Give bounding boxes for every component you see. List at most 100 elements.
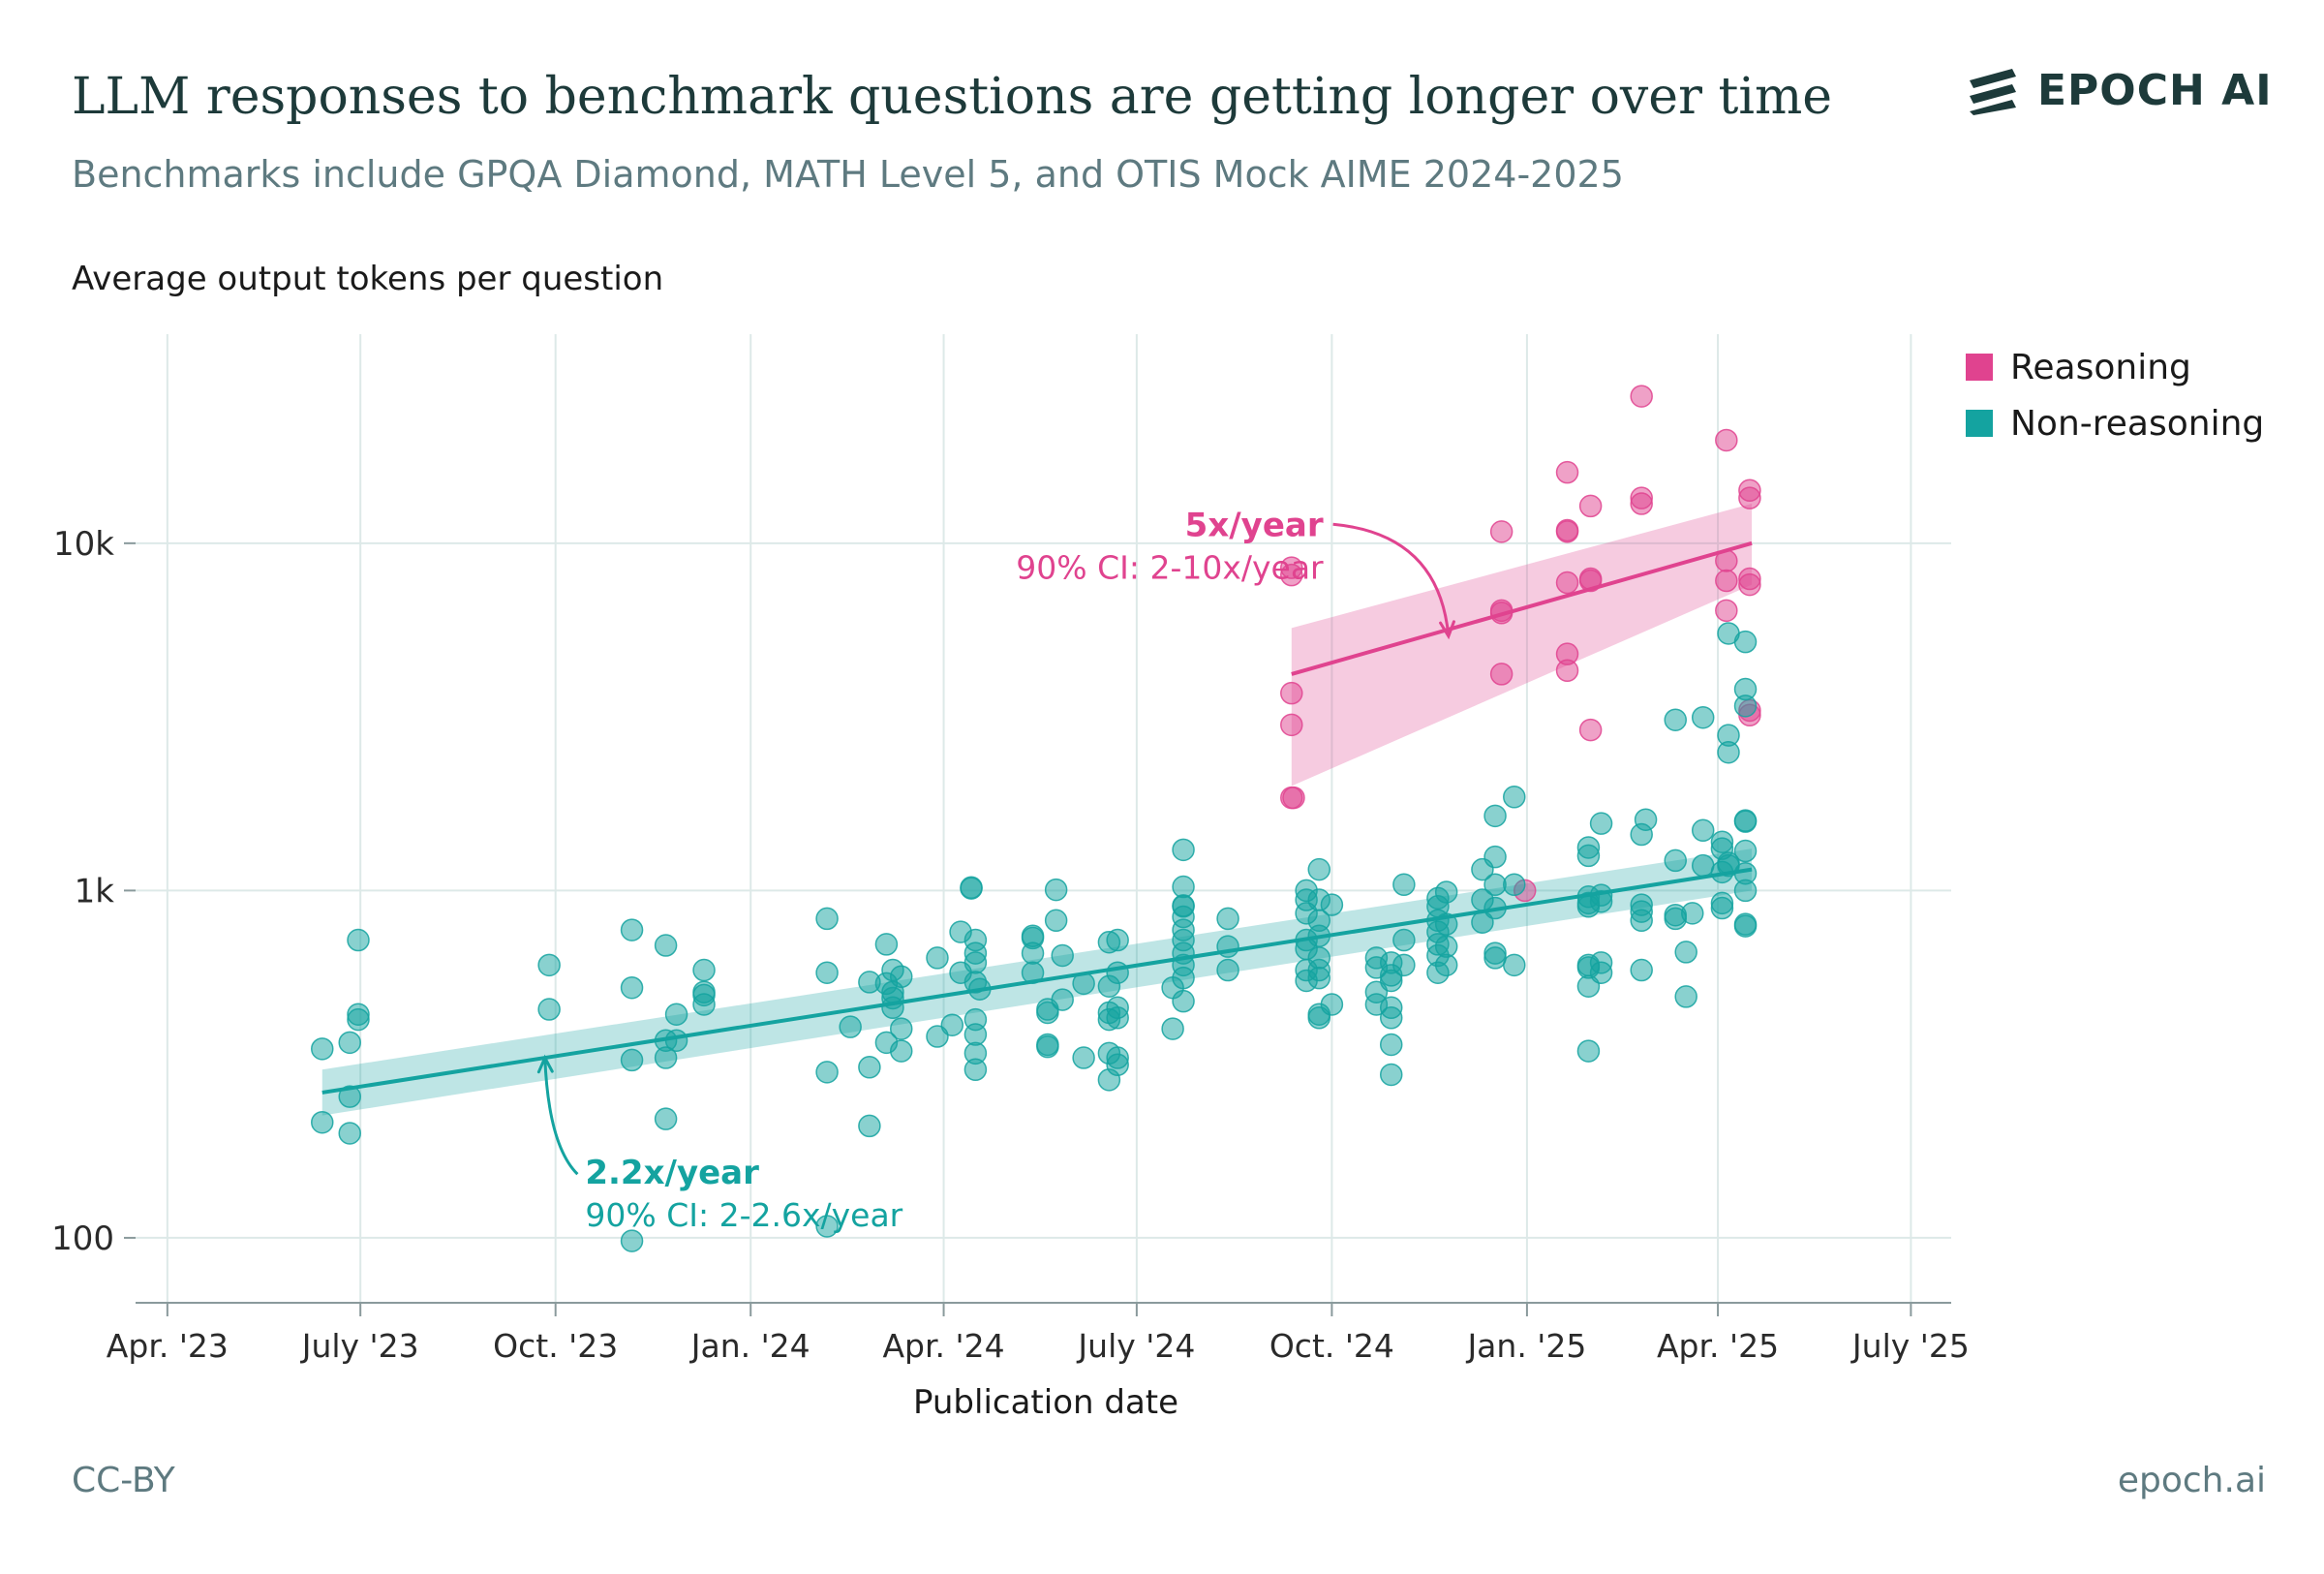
legend: Reasoning Non-reasoning bbox=[1966, 339, 2264, 451]
point-non-reasoning-27 bbox=[815, 1215, 839, 1238]
point-non-reasoning-152 bbox=[1503, 786, 1526, 809]
point-reasoning-2 bbox=[1280, 681, 1303, 705]
point-non-reasoning-202 bbox=[1733, 879, 1758, 903]
point-non-reasoning-71 bbox=[1072, 1046, 1095, 1069]
point-non-reasoning-131 bbox=[1392, 953, 1416, 977]
point-non-reasoning-39 bbox=[889, 965, 913, 989]
point-non-reasoning-60 bbox=[1021, 941, 1045, 965]
point-non-reasoning-96 bbox=[1172, 989, 1195, 1013]
point-non-reasoning-195 bbox=[1733, 630, 1758, 654]
point-reasoning-13 bbox=[1555, 571, 1579, 595]
legend-swatch-non-reasoning bbox=[1966, 410, 1993, 437]
point-non-reasoning-28 bbox=[839, 1015, 862, 1038]
point-non-reasoning-95 bbox=[1172, 966, 1195, 990]
x-tick-label-4: Apr. '24 bbox=[882, 1327, 1004, 1365]
point-non-reasoning-148 bbox=[1483, 873, 1507, 897]
point-non-reasoning-113 bbox=[1307, 966, 1331, 990]
point-non-reasoning-85 bbox=[1161, 1017, 1184, 1040]
point-non-reasoning-67 bbox=[1044, 909, 1068, 933]
site-link[interactable]: epoch.ai bbox=[2117, 1461, 2266, 1500]
point-non-reasoning-184 bbox=[1691, 853, 1715, 878]
point-non-reasoning-168 bbox=[1589, 961, 1613, 984]
x-tick-label-6: Oct. '24 bbox=[1269, 1327, 1394, 1365]
point-non-reasoning-23 bbox=[692, 993, 716, 1016]
point-non-reasoning-63 bbox=[1036, 1001, 1059, 1025]
ci-band-0 bbox=[1291, 504, 1753, 787]
point-non-reasoning-166 bbox=[1589, 889, 1613, 913]
trend-line-0 bbox=[1291, 540, 1753, 676]
epoch-logo-icon bbox=[1970, 68, 2016, 115]
point-reasoning-3 bbox=[1280, 713, 1303, 737]
point-non-reasoning-174 bbox=[1634, 808, 1658, 831]
point-non-reasoning-127 bbox=[1379, 1033, 1403, 1057]
x-tick-label-9: July '25 bbox=[1850, 1327, 1970, 1365]
annotation-ci-1: 90% CI: 2-2.6x/year bbox=[585, 1196, 902, 1234]
point-non-reasoning-38 bbox=[881, 996, 904, 1020]
point-non-reasoning-139 bbox=[1434, 880, 1458, 904]
point-non-reasoning-0 bbox=[311, 1037, 334, 1061]
legend-item-non-reasoning[interactable]: Non-reasoning bbox=[1966, 395, 2264, 451]
point-non-reasoning-1 bbox=[311, 1110, 334, 1134]
point-non-reasoning-130 bbox=[1392, 928, 1416, 952]
legend-swatch-reasoning bbox=[1966, 354, 1993, 381]
annotation-arrowhead-1 bbox=[536, 1054, 554, 1074]
point-reasoning-5 bbox=[1282, 786, 1305, 810]
point-non-reasoning-107 bbox=[1307, 857, 1331, 881]
point-non-reasoning-14 bbox=[654, 934, 678, 957]
legend-item-reasoning[interactable]: Reasoning bbox=[1966, 339, 2264, 395]
point-non-reasoning-97 bbox=[1216, 907, 1239, 931]
point-non-reasoning-176 bbox=[1664, 708, 1687, 731]
point-non-reasoning-7 bbox=[347, 1007, 370, 1032]
point-reasoning-12 bbox=[1555, 518, 1579, 542]
point-reasoning-18 bbox=[1578, 718, 1603, 742]
x-tick-label-7: Jan. '25 bbox=[1465, 1327, 1586, 1365]
point-non-reasoning-153 bbox=[1503, 873, 1526, 897]
annotation-arrowhead-0 bbox=[1439, 620, 1455, 640]
y-tick-label-2: 10k bbox=[53, 525, 114, 564]
point-non-reasoning-147 bbox=[1483, 845, 1507, 869]
point-non-reasoning-20 bbox=[692, 958, 716, 982]
x-tick-label-5: July '24 bbox=[1076, 1327, 1195, 1365]
point-non-reasoning-179 bbox=[1674, 941, 1697, 964]
point-non-reasoning-154 bbox=[1503, 953, 1526, 977]
x-tick-label-0: Apr. '23 bbox=[107, 1327, 229, 1365]
point-non-reasoning-126 bbox=[1379, 1006, 1403, 1030]
point-non-reasoning-25 bbox=[815, 961, 839, 984]
y-tick-label-1: 1k bbox=[75, 872, 115, 910]
point-non-reasoning-44 bbox=[940, 1013, 964, 1036]
point-non-reasoning-181 bbox=[1681, 902, 1704, 925]
point-reasoning-25 bbox=[1715, 569, 1738, 593]
point-non-reasoning-9 bbox=[537, 998, 561, 1021]
point-non-reasoning-83 bbox=[1106, 1053, 1129, 1077]
point-non-reasoning-11 bbox=[620, 975, 644, 1000]
point-reasoning-28 bbox=[1738, 486, 1761, 509]
point-non-reasoning-129 bbox=[1392, 873, 1416, 897]
point-non-reasoning-180 bbox=[1674, 985, 1697, 1008]
point-non-reasoning-48 bbox=[960, 877, 983, 900]
point-non-reasoning-10 bbox=[620, 918, 644, 941]
point-non-reasoning-175 bbox=[1664, 849, 1687, 873]
point-non-reasoning-200 bbox=[1733, 839, 1758, 863]
point-non-reasoning-3 bbox=[338, 1085, 361, 1108]
point-non-reasoning-199 bbox=[1733, 810, 1758, 833]
point-non-reasoning-99 bbox=[1216, 958, 1239, 982]
point-non-reasoning-142 bbox=[1434, 953, 1458, 977]
point-reasoning-16 bbox=[1578, 494, 1603, 518]
point-non-reasoning-189 bbox=[1710, 896, 1734, 920]
epoch-logo: EPOCH AI bbox=[1966, 66, 2273, 115]
point-non-reasoning-19 bbox=[664, 1029, 688, 1052]
legend-label-reasoning: Reasoning bbox=[2010, 347, 2191, 387]
point-non-reasoning-164 bbox=[1589, 812, 1613, 835]
point-non-reasoning-146 bbox=[1483, 804, 1507, 828]
point-non-reasoning-192 bbox=[1717, 740, 1740, 764]
point-non-reasoning-78 bbox=[1106, 928, 1129, 952]
point-non-reasoning-31 bbox=[858, 1114, 881, 1138]
point-reasoning-26 bbox=[1715, 599, 1738, 623]
point-reasoning-30 bbox=[1738, 572, 1761, 597]
point-non-reasoning-5 bbox=[347, 928, 370, 952]
annotation-ci-0: 90% CI: 2-10x/year bbox=[1016, 548, 1324, 586]
chart-subtitle: Benchmarks include GPQA Diamond, MATH Le… bbox=[72, 153, 1624, 196]
annotation-rate-0: 5x/year bbox=[1185, 506, 1324, 544]
point-non-reasoning-68 bbox=[1051, 943, 1074, 968]
point-reasoning-22 bbox=[1630, 385, 1653, 408]
